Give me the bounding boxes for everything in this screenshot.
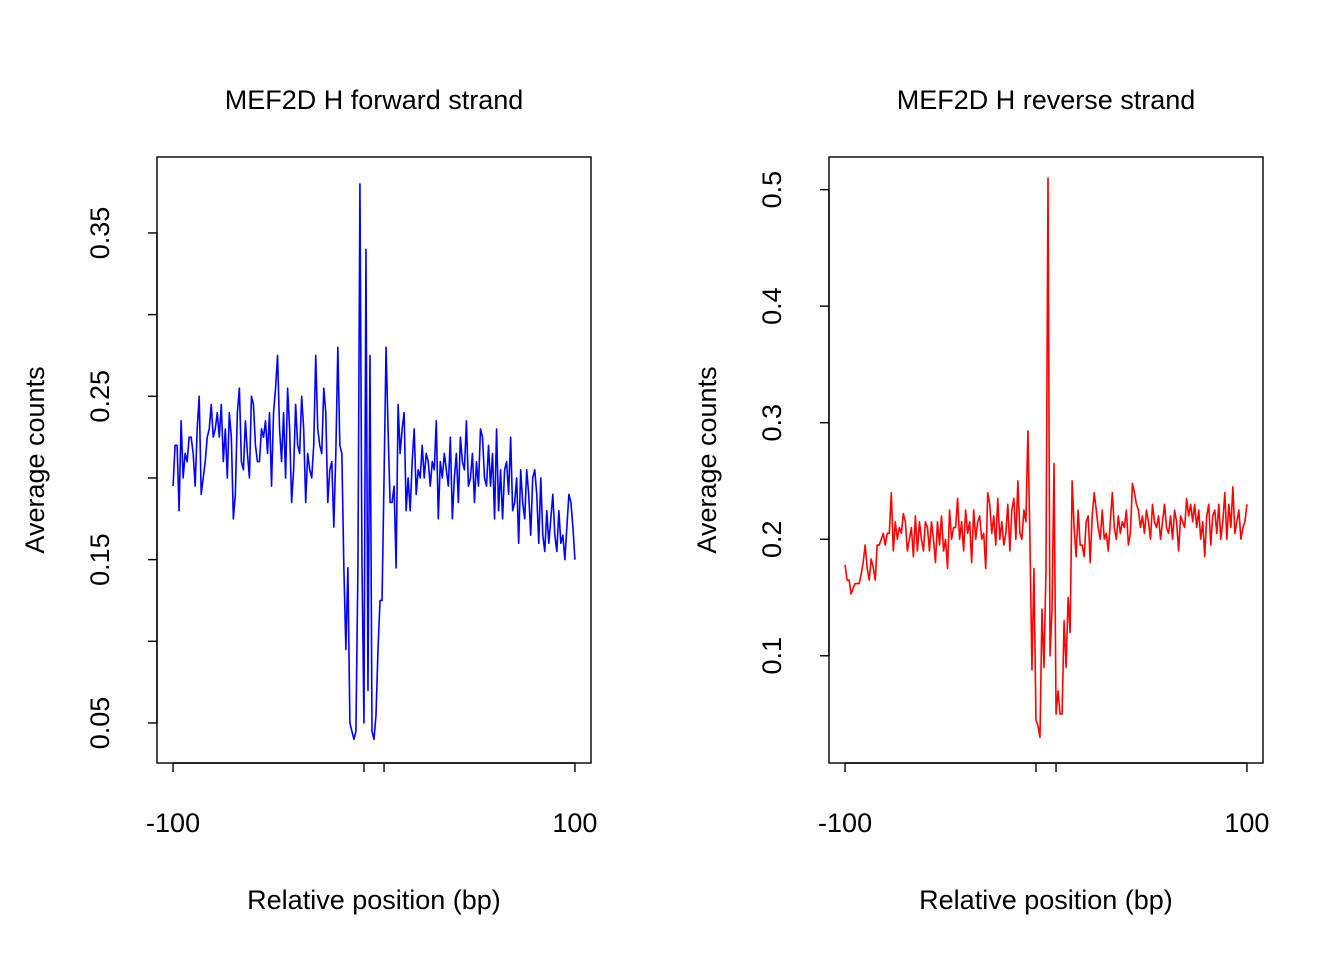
chart-title: MEF2D H reverse strand	[897, 85, 1196, 115]
plot-box	[156, 156, 592, 764]
data-line	[844, 177, 1248, 739]
y-axis-label: Average counts	[692, 366, 722, 553]
y-tick-label: 0.05	[85, 697, 115, 750]
data-line	[172, 183, 576, 741]
y-tick-label: 0.5	[757, 171, 787, 209]
y-tick-label: 0.3	[757, 404, 787, 442]
x-axis-label: Relative position (bp)	[247, 885, 501, 915]
y-tick-label: 0.1	[757, 637, 787, 675]
x-tick-label: -100	[818, 808, 872, 838]
y-tick-label: 0.35	[85, 207, 115, 260]
y-tick-label: 0.15	[85, 533, 115, 586]
chart-title: MEF2D H forward strand	[225, 85, 524, 115]
y-tick-label: 0.25	[85, 370, 115, 423]
x-tick-label: -100	[146, 808, 200, 838]
y-tick-label: 0.2	[757, 520, 787, 558]
y-tick-label: 0.4	[757, 287, 787, 325]
y-axis-label: Average counts	[20, 366, 50, 553]
x-tick-label: 100	[552, 808, 597, 838]
x-axis-label: Relative position (bp)	[919, 885, 1173, 915]
x-tick-label: 100	[1224, 808, 1269, 838]
